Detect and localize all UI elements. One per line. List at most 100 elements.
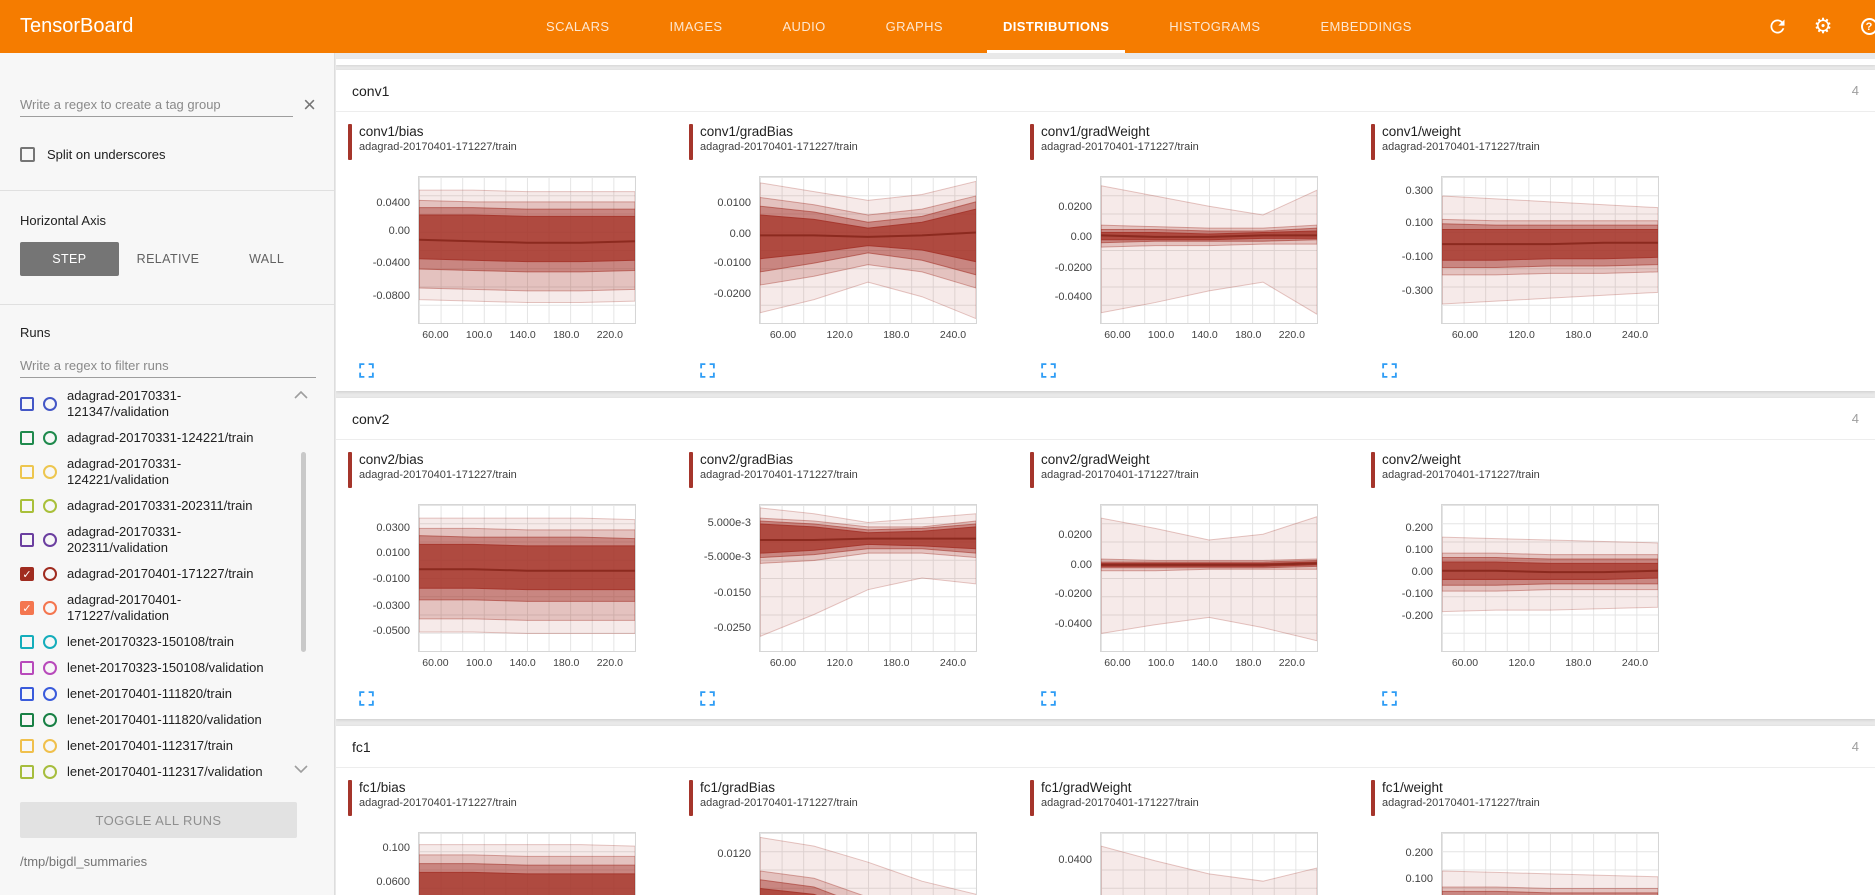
y-tick-label: -0.0100 bbox=[713, 257, 751, 270]
section-fc1: fc1 4 fc1/bias adagrad-20170401-171227/trai… bbox=[336, 726, 1875, 895]
x-tick-label: 180.0 bbox=[1565, 657, 1592, 669]
section-header[interactable]: fc1 4 bbox=[336, 726, 1875, 768]
plot-area bbox=[759, 504, 977, 652]
expand-icon[interactable] bbox=[699, 362, 716, 379]
tab-audio[interactable]: AUDIO bbox=[782, 19, 826, 34]
x-tick-label: 180.0 bbox=[883, 657, 910, 669]
axis-button-wall[interactable]: WALL bbox=[249, 252, 285, 266]
log-directory-path: /tmp/bigdl_summaries bbox=[20, 854, 148, 869]
y-tick-label: -0.0400 bbox=[372, 257, 410, 270]
expand-icon[interactable] bbox=[358, 690, 375, 707]
y-tick-label: -0.100 bbox=[1401, 251, 1433, 264]
settings-icon[interactable]: ⚙ bbox=[1813, 15, 1833, 38]
run-checkbox[interactable] bbox=[20, 499, 34, 513]
run-color-circle bbox=[43, 635, 57, 649]
run-checkbox[interactable] bbox=[20, 397, 34, 411]
toggle-all-runs-button[interactable]: TOGGLE ALL RUNS bbox=[20, 802, 297, 838]
run-checkbox[interactable] bbox=[20, 635, 34, 649]
chart-subtitle: adagrad-20170401-171227/train bbox=[1041, 141, 1199, 153]
y-tick-label: -0.0300 bbox=[372, 600, 410, 613]
axis-button-step[interactable]: STEP bbox=[20, 242, 119, 276]
run-row: lenet-20170401-112317/train bbox=[20, 738, 316, 754]
plot-area bbox=[418, 176, 636, 324]
expand-icon[interactable] bbox=[1381, 362, 1398, 379]
tab-images[interactable]: IMAGES bbox=[669, 19, 723, 34]
run-row: adagrad-20170331-202311/validation bbox=[20, 524, 316, 556]
run-checkbox[interactable] bbox=[20, 687, 34, 701]
x-tick-label: 60.00 bbox=[1104, 657, 1131, 669]
chart-header: conv1/gradBias adagrad-20170401-171227/tr… bbox=[689, 124, 1030, 160]
chart-header: conv1/bias adagrad-20170401-171227/train bbox=[348, 124, 689, 160]
x-axis: 60.00 100.0 140.0 180.0 220.0 bbox=[418, 654, 636, 672]
x-tick-label: 100.0 bbox=[1147, 657, 1175, 669]
expand-icon[interactable] bbox=[699, 690, 716, 707]
run-checkbox[interactable] bbox=[20, 661, 34, 675]
plot-area bbox=[418, 504, 636, 652]
section-header[interactable]: conv1 4 bbox=[336, 70, 1875, 112]
tag-regex-input[interactable] bbox=[20, 93, 294, 117]
close-icon[interactable]: × bbox=[303, 92, 316, 117]
tab-scalars[interactable]: SCALARS bbox=[546, 19, 610, 34]
run-label: adagrad-20170401-171227/validation bbox=[67, 592, 182, 623]
run-checkbox[interactable] bbox=[20, 431, 34, 445]
y-tick-label: 0.0300 bbox=[376, 521, 410, 534]
expand-icon[interactable] bbox=[358, 362, 375, 379]
chart-card: conv2/gradBias adagrad-20170401-171227/tr… bbox=[689, 452, 1030, 715]
chevron-up-icon[interactable] bbox=[294, 386, 308, 404]
tab-graphs[interactable]: GRAPHS bbox=[885, 19, 943, 34]
y-tick-label: -5.000e-3 bbox=[703, 551, 751, 564]
chart-subtitle: adagrad-20170401-171227/train bbox=[1382, 469, 1540, 481]
help-icon[interactable]: ? bbox=[1857, 15, 1875, 39]
chart-title: conv1/gradBias bbox=[700, 124, 794, 139]
run-checkbox[interactable] bbox=[20, 713, 34, 727]
run-checkbox[interactable] bbox=[20, 533, 34, 547]
x-tick-label: 240.0 bbox=[939, 329, 967, 341]
runs-regex-input[interactable] bbox=[20, 354, 316, 378]
nav-tabs: SCALARS IMAGES AUDIO GRAPHS DISTRIBUTIONS HIS… bbox=[540, 0, 1418, 53]
tab-embeddings[interactable]: EMBEDDINGS bbox=[1320, 19, 1412, 34]
distribution-plot: 0.0400 0.00 -0.0400 -0.0800 60.00 100.0 140.0 1… bbox=[348, 176, 689, 346]
y-tick-label: 0.100 bbox=[1405, 873, 1433, 886]
run-checkbox[interactable]: ✓ bbox=[20, 567, 34, 581]
run-row: ✓ adagrad-20170401-171227/train bbox=[20, 566, 316, 582]
run-checkbox[interactable]: ✓ bbox=[20, 601, 34, 615]
tab-distributions[interactable]: DISTRIBUTIONS bbox=[986, 0, 1126, 53]
run-checkbox[interactable] bbox=[20, 765, 34, 779]
y-axis: 0.200 0.100 0.00 -0.100 -0.200 bbox=[1371, 504, 1433, 652]
run-checkbox[interactable] bbox=[20, 739, 34, 753]
chart-header: conv2/weight adagrad-20170401-171227/trai… bbox=[1371, 452, 1712, 488]
y-tick-label: -0.100 bbox=[1401, 588, 1433, 601]
distribution-plot: 5.000e-3 -5.000e-3 -0.0150 -0.0250 60.00 120.… bbox=[689, 504, 1030, 674]
main-content: conv1 4 conv1/bias adagrad-20170401-171227/… bbox=[336, 53, 1875, 895]
expand-icon[interactable] bbox=[1040, 362, 1057, 379]
section-conv2: conv2 4 conv2/bias adagrad-20170401-171227/… bbox=[336, 398, 1875, 719]
section-name: conv2 bbox=[352, 410, 390, 427]
divider bbox=[0, 190, 334, 191]
charts-row: fc1/bias adagrad-20170401-171227/train 0.1… bbox=[336, 768, 1875, 895]
split-underscores-checkbox[interactable] bbox=[20, 147, 35, 162]
run-row: ✓ adagrad-20170401-171227/validation bbox=[20, 592, 316, 624]
refresh-icon[interactable] bbox=[1765, 15, 1789, 39]
split-underscores-label: Split on underscores bbox=[47, 147, 166, 162]
distribution-plot: 0.01206.000e-30.00 bbox=[689, 832, 1030, 895]
scrollbar-thumb[interactable] bbox=[301, 452, 306, 652]
app-title: TensorBoard bbox=[20, 15, 134, 37]
x-tick-label: 100.0 bbox=[465, 329, 493, 341]
y-axis: 0.01206.000e-30.00 bbox=[689, 832, 751, 895]
axis-button-relative[interactable]: RELATIVE bbox=[136, 252, 200, 266]
expand-icon[interactable] bbox=[1381, 690, 1398, 707]
tag-filter-row: × bbox=[20, 93, 316, 117]
distribution-plot: 0.0200 0.00 -0.0200 -0.0400 60.00 100.0 140.0 1… bbox=[1030, 176, 1371, 346]
section-header[interactable]: conv2 4 bbox=[336, 398, 1875, 440]
chart-header: fc1/gradBias adagrad-20170401-171227/trai… bbox=[689, 780, 1030, 816]
x-tick-label: 120.0 bbox=[826, 657, 853, 669]
chevron-down-icon[interactable] bbox=[294, 760, 308, 778]
y-axis: 0.0300 0.0100 -0.0100 -0.0300 -0.0500 bbox=[348, 504, 410, 652]
chart-header: fc1/bias adagrad-20170401-171227/train bbox=[348, 780, 689, 816]
expand-icon[interactable] bbox=[1040, 690, 1057, 707]
run-checkbox[interactable] bbox=[20, 465, 34, 479]
x-tick-label: 120.0 bbox=[1508, 329, 1535, 341]
tab-histograms[interactable]: HISTOGRAMS bbox=[1169, 19, 1261, 34]
chart-card: fc1/gradWeight adagrad-20170401-171227/tr… bbox=[1030, 780, 1371, 895]
